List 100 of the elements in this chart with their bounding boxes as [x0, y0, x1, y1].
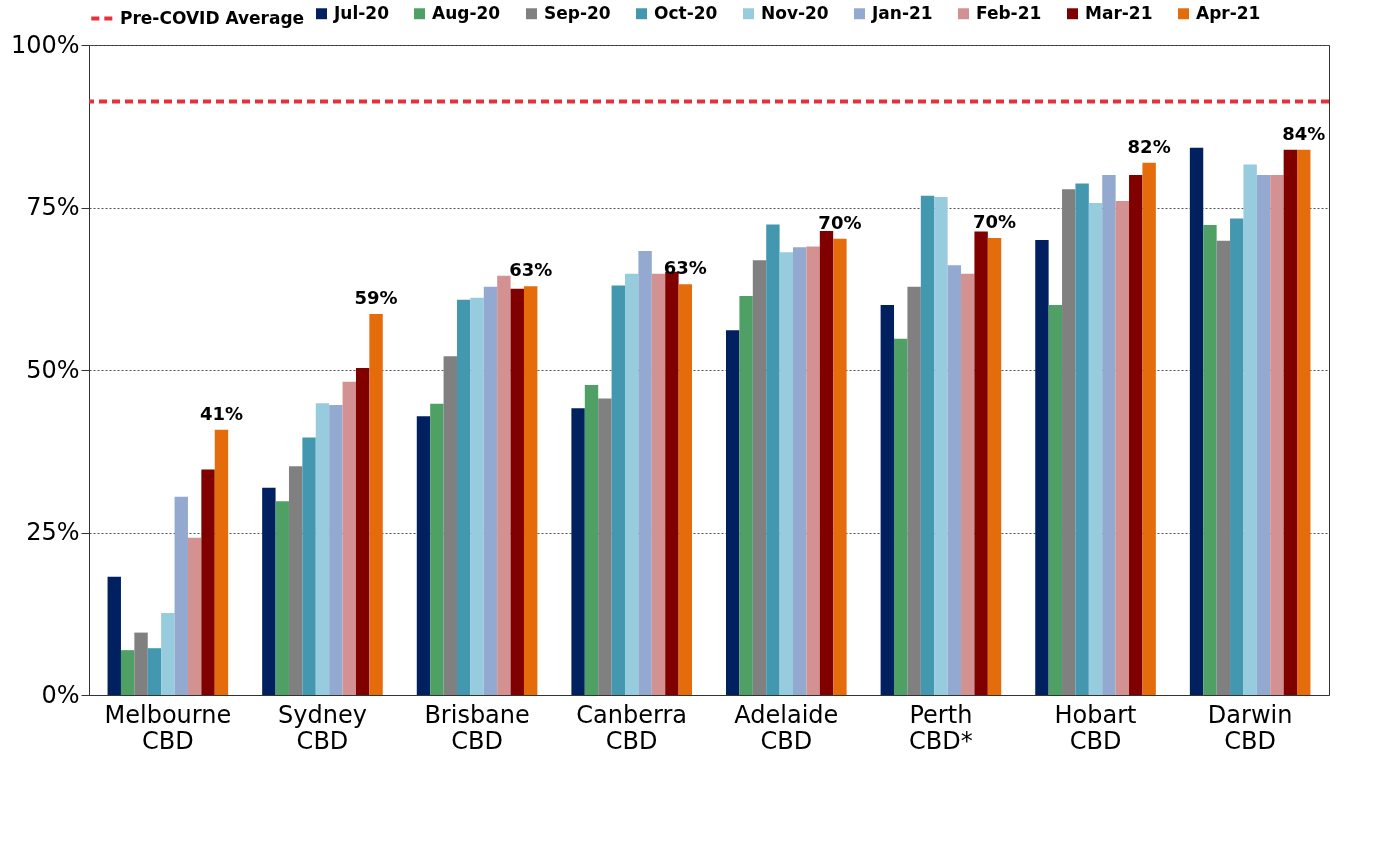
bar — [523, 286, 538, 695]
bar — [779, 252, 794, 695]
bar — [483, 286, 498, 695]
bar — [107, 576, 121, 695]
bar — [470, 297, 484, 695]
x-tick-label: Canberra CBD — [576, 700, 688, 755]
y-tick-label: 50% — [26, 355, 80, 384]
data-label: 41% — [199, 402, 243, 424]
bar — [1102, 175, 1116, 695]
bar — [147, 648, 162, 695]
bar — [1256, 175, 1271, 695]
bar — [611, 285, 625, 695]
bar — [161, 613, 175, 695]
legend-label: Jul-20 — [333, 2, 390, 23]
bar — [174, 496, 188, 695]
y-tick-label: 75% — [26, 193, 80, 221]
legend-label: Feb-21 — [976, 2, 1042, 23]
data-label: 82% — [1127, 135, 1171, 157]
bar — [134, 632, 148, 695]
bar — [819, 230, 834, 695]
bar — [275, 501, 289, 695]
y-tick-label: 100% — [10, 30, 80, 59]
bar — [430, 403, 444, 695]
bar — [1142, 162, 1156, 695]
bar — [1115, 201, 1130, 695]
y-tick-label: 0% — [41, 680, 80, 709]
bar — [726, 330, 740, 695]
bar — [920, 195, 935, 695]
bar — [262, 487, 276, 695]
bar — [1048, 305, 1063, 695]
bar — [315, 403, 330, 695]
legend-label: Nov-20 — [761, 2, 829, 23]
bar — [342, 381, 356, 695]
bar — [497, 275, 511, 695]
bar — [355, 368, 370, 695]
bar — [510, 288, 524, 695]
bar — [624, 273, 639, 695]
bar — [987, 238, 1002, 695]
bar — [584, 384, 599, 695]
bar — [571, 408, 585, 695]
bar — [201, 469, 215, 695]
bar — [1243, 164, 1257, 695]
bar — [1075, 183, 1089, 695]
bar — [1203, 225, 1217, 695]
bar — [894, 338, 908, 695]
y-tick-label: 25% — [26, 518, 80, 546]
bar — [214, 429, 229, 695]
bar — [456, 299, 471, 695]
bar — [1230, 218, 1244, 695]
data-label: 70% — [818, 211, 862, 233]
bar — [1088, 202, 1103, 695]
bar — [598, 398, 612, 695]
x-tick-label: Hobart CBD — [1054, 700, 1137, 755]
bar — [793, 247, 807, 695]
x-tick-label: Darwin CBD — [1207, 700, 1293, 755]
legend-label: Sep-20 — [544, 2, 611, 23]
bar — [1270, 175, 1284, 695]
x-tick-label: Perth CBD* — [909, 700, 973, 755]
legend-label: Jan-21 — [871, 2, 933, 23]
x-tick-label: Brisbane CBD — [424, 700, 530, 755]
bar — [187, 537, 202, 695]
bar — [1129, 175, 1143, 695]
legend-label: Apr-21 — [1196, 2, 1261, 23]
x-tick-label: Melbourne CBD — [104, 700, 232, 755]
bar — [766, 224, 780, 695]
data-label: 63% — [663, 257, 707, 279]
data-label: 84% — [1282, 122, 1326, 144]
data-label: 63% — [509, 259, 553, 281]
x-tick-label: Adelaide CBD — [734, 700, 839, 755]
legend-label: Pre-COVID Average — [120, 7, 305, 28]
bar — [739, 295, 753, 695]
bar — [120, 650, 135, 695]
bar — [961, 273, 975, 695]
legend-label: Aug-20 — [432, 2, 501, 23]
bar — [1062, 189, 1076, 695]
bar — [651, 273, 666, 695]
bar — [974, 231, 988, 695]
bar — [416, 416, 431, 695]
bar — [638, 251, 652, 695]
bar — [934, 197, 948, 695]
bar — [288, 466, 303, 695]
bar — [1035, 240, 1049, 695]
bar — [752, 260, 767, 695]
bar — [1189, 147, 1204, 695]
bar — [1216, 240, 1231, 695]
bar — [907, 286, 921, 695]
bar — [1283, 149, 1298, 695]
bar — [880, 305, 895, 695]
bar — [443, 356, 457, 695]
data-label: 59% — [354, 287, 398, 309]
bar — [1297, 149, 1311, 695]
legend-label: Mar-21 — [1085, 2, 1153, 23]
bar — [678, 284, 692, 695]
bar — [947, 265, 962, 695]
data-label: 70% — [972, 211, 1017, 233]
x-tick-label: Sydney CBD — [278, 700, 367, 755]
bar — [833, 238, 847, 695]
bar — [369, 314, 383, 695]
bar — [329, 405, 343, 695]
legend-label: Oct-20 — [654, 2, 718, 23]
